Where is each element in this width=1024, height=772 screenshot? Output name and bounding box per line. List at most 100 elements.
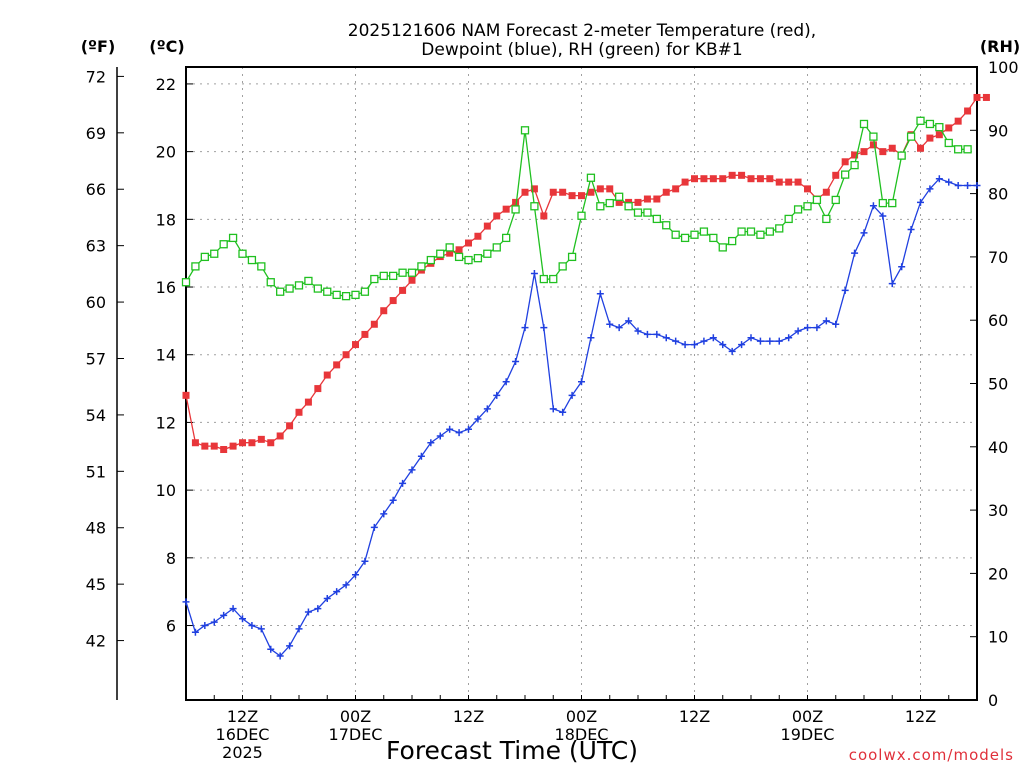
- temperature-point: [380, 307, 388, 315]
- chart-title-line2: Dewpoint (blue), RH (green) for KB#1: [421, 40, 742, 60]
- temperature-point: [239, 439, 246, 447]
- x-tick-label: 18DEC: [555, 725, 609, 744]
- rh-point: [690, 230, 699, 239]
- fahrenheit-tick-label: 72: [86, 67, 106, 86]
- dewpoint-point: [794, 327, 802, 335]
- dewpoint-point: [408, 466, 416, 474]
- x-tick-label: 12Z: [679, 707, 710, 726]
- rh-point: [520, 126, 530, 135]
- rh-point: [389, 271, 398, 281]
- temperature-point: [559, 188, 567, 196]
- temperature-point: [804, 185, 811, 193]
- rh-point: [906, 132, 916, 141]
- celsius-tick-label: 6: [166, 617, 176, 636]
- dewpoint-point: [248, 622, 256, 630]
- rh-point: [549, 274, 558, 284]
- dewpoint-point: [681, 341, 689, 349]
- rh-point: [492, 243, 501, 252]
- dewpoint-point: [540, 324, 548, 332]
- rh-point: [304, 276, 313, 286]
- dewpoint-point: [229, 605, 237, 613]
- temperature-point: [323, 371, 331, 379]
- rh-point: [558, 262, 567, 271]
- rh-point: [247, 255, 257, 265]
- dewpoint-point: [530, 269, 538, 277]
- temperature-point: [502, 205, 510, 213]
- rh-tick-label: 100: [988, 58, 1019, 77]
- dewpoint-point: [662, 334, 670, 342]
- dewpoint-point: [841, 286, 849, 294]
- temperature-point: [766, 175, 774, 183]
- celsius-tick-label: 14: [156, 346, 176, 365]
- rh-point: [878, 198, 887, 208]
- dewpoint-point: [728, 347, 736, 355]
- rh-point: [445, 243, 454, 252]
- rh-point: [181, 278, 191, 287]
- rh-point: [888, 198, 897, 208]
- rh-point: [473, 254, 483, 263]
- dewpoint-point: [380, 510, 388, 518]
- dewpoint-point: [691, 341, 698, 349]
- dewpoint-point: [333, 588, 341, 596]
- rh-point: [812, 195, 822, 205]
- rh-point: [360, 287, 370, 296]
- rh-point: [341, 291, 351, 301]
- temperature-point: [220, 446, 228, 454]
- credit-text: coolwx.com/models: [849, 746, 1014, 764]
- dewpoint-point: [201, 622, 209, 630]
- rh-point: [210, 249, 219, 258]
- temperature-point: [342, 351, 350, 359]
- rh-point: [238, 249, 247, 258]
- rh-point: [897, 151, 906, 160]
- rh-point: [539, 274, 548, 284]
- dewpoint-point: [709, 334, 717, 342]
- rh-point: [313, 284, 322, 293]
- plot-frame: [185, 66, 978, 701]
- temperature-point: [728, 171, 736, 179]
- celsius-tick-label: 16: [156, 278, 176, 297]
- temperature-point: [182, 391, 190, 399]
- rh-tick-label: 70: [988, 248, 1008, 267]
- fahrenheit-tick-label: 51: [86, 462, 106, 481]
- temperature-point: [455, 246, 463, 254]
- dewpoint-point: [314, 605, 322, 613]
- rh-tick-label: 30: [988, 501, 1008, 520]
- series-rh: [181, 116, 972, 301]
- dewpoint-point: [907, 225, 915, 233]
- dewpoint-point: [643, 330, 651, 338]
- temperature-point: [719, 175, 727, 183]
- rh-point: [379, 271, 388, 281]
- dewpoint-point: [257, 625, 265, 633]
- dewpoint-point: [549, 405, 557, 413]
- dewpoint-point: [295, 625, 303, 633]
- celsius-unit-label: (ºC): [149, 37, 184, 56]
- temperature-point: [691, 175, 698, 183]
- rh-point: [332, 290, 341, 300]
- temperature-point: [276, 432, 284, 440]
- dewpoint-point: [578, 378, 585, 386]
- rh-tick-label: 10: [988, 628, 1008, 647]
- dewpoint-point: [738, 341, 746, 349]
- temperature-point: [973, 93, 981, 101]
- dewpoint-point: [512, 357, 520, 365]
- rh-point: [662, 221, 671, 230]
- rh-tick-label: 0: [988, 691, 998, 710]
- dewpoint-point: [945, 178, 953, 186]
- dewpoint-point: [182, 598, 190, 606]
- dewpoint-point: [267, 645, 275, 653]
- temperature-point: [210, 442, 218, 450]
- temperature-point: [879, 148, 887, 156]
- dewpoint-point: [370, 523, 378, 531]
- x-tick-label: 19DEC: [781, 725, 835, 744]
- dewpoint-point: [427, 439, 435, 447]
- dewpoint-point: [851, 249, 859, 257]
- x-tick-label: 00Z: [792, 707, 823, 726]
- rh-point: [323, 287, 332, 296]
- dewpoint-point: [606, 320, 614, 328]
- temperature-point: [521, 188, 529, 196]
- temperature-point: [483, 222, 491, 230]
- temperature-point: [869, 141, 877, 149]
- fahrenheit-unit-label: (ºF): [81, 37, 116, 56]
- temperature-point: [446, 249, 454, 257]
